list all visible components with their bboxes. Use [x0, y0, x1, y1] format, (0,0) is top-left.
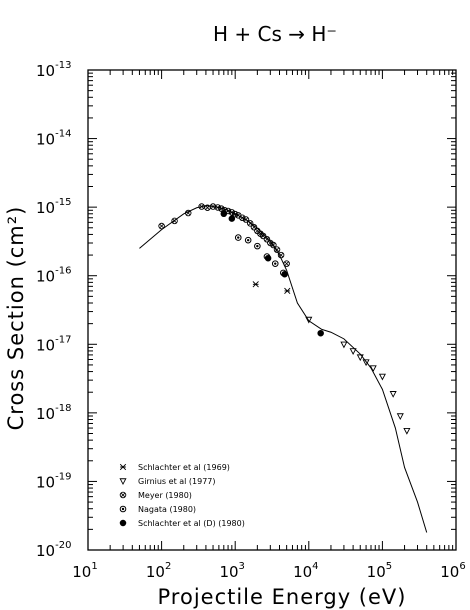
data-point-series-3	[234, 234, 242, 241]
y-tick-label: 10-18	[36, 403, 71, 423]
data-point-series-1	[362, 359, 370, 367]
y-tick-label: 10-20	[36, 540, 71, 560]
plot-frame	[87, 69, 457, 551]
data-point-series-2	[171, 217, 178, 225]
data-point-series-2	[184, 209, 192, 217]
data-point-series-1	[403, 427, 411, 435]
y-tick-label: 10-19	[36, 471, 71, 491]
data-point-series-0	[284, 287, 291, 295]
data-point-series-3	[244, 236, 252, 244]
data-point-series-1	[369, 365, 377, 373]
x-tick-label: 105	[367, 561, 392, 581]
data-point-series-1	[389, 391, 397, 398]
data-points	[158, 203, 411, 435]
y-tick-label: 10-14	[36, 129, 71, 149]
data-point-series-4	[317, 329, 324, 337]
data-point-series-2	[277, 251, 285, 259]
data-point-series-2	[198, 203, 205, 210]
data-point-series-1	[349, 348, 357, 355]
data-point-series-1	[340, 341, 348, 349]
legend-marker-0	[119, 463, 127, 471]
data-point-series-2	[239, 214, 246, 222]
data-point-series-2	[273, 246, 281, 253]
data-point-series-0	[252, 281, 259, 288]
legend-label: Schlachter et al (D) (1980)	[138, 519, 245, 528]
y-tick-labels: 10-20 10-19 10-18 10-17 10-16 10-15 10-14 10-13	[36, 60, 71, 560]
data-point-series-2	[270, 241, 277, 249]
data-point-series-2	[242, 216, 250, 223]
y-tick-label: 10-15	[36, 197, 71, 217]
data-point-series-2	[209, 203, 217, 210]
data-point-series-1	[356, 354, 364, 362]
legend-label: Girnius et al (1977)	[138, 477, 216, 486]
legend-marker-2	[119, 491, 127, 499]
x-axis-label: Projectile Energy (eV)	[158, 585, 407, 609]
data-point-series-1	[305, 316, 313, 324]
data-point-series-4	[228, 215, 236, 222]
chart-title: H + Cs → H⁻	[213, 22, 337, 46]
data-point-series-3	[254, 242, 261, 250]
data-point-series-2	[246, 220, 254, 227]
data-point-series-1	[396, 413, 404, 421]
data-point-series-1	[378, 373, 386, 381]
x-tick-label: 106	[440, 561, 465, 581]
data-point-series-4	[264, 254, 272, 262]
legend-marker-3	[119, 505, 127, 513]
legend-marker-1	[119, 478, 127, 486]
x-tick-label: 104	[293, 561, 318, 581]
legend-label: Meyer (1980)	[138, 491, 192, 500]
data-point-series-3	[271, 260, 279, 267]
y-tick-label: 10-13	[36, 60, 71, 80]
data-point-series-2	[218, 205, 225, 212]
data-point-series-2	[259, 232, 267, 240]
data-point-series-4	[220, 210, 228, 218]
data-point-series-4	[281, 271, 288, 278]
y-tick-label: 10-17	[36, 334, 71, 354]
data-point-series-2	[283, 260, 290, 267]
legend: Schlachter et al (1969) Girnius et al (19…	[119, 463, 245, 528]
y-axis-label: Cross Section (cm²)	[4, 206, 28, 431]
data-point-series-2	[158, 222, 165, 230]
legend-marker-4	[119, 519, 127, 527]
y-tick-label: 10-16	[36, 266, 71, 286]
axis-ticks	[87, 69, 457, 551]
x-tick-label: 103	[219, 561, 244, 581]
x-tick-labels: 101 102 103 104 105 106	[72, 561, 465, 581]
x-tick-label: 101	[72, 561, 97, 581]
x-tick-label: 102	[146, 561, 171, 581]
legend-label: Nagata (1980)	[138, 505, 196, 514]
data-point-series-2	[228, 209, 236, 216]
legend-label: Schlachter et al (1969)	[138, 463, 230, 472]
